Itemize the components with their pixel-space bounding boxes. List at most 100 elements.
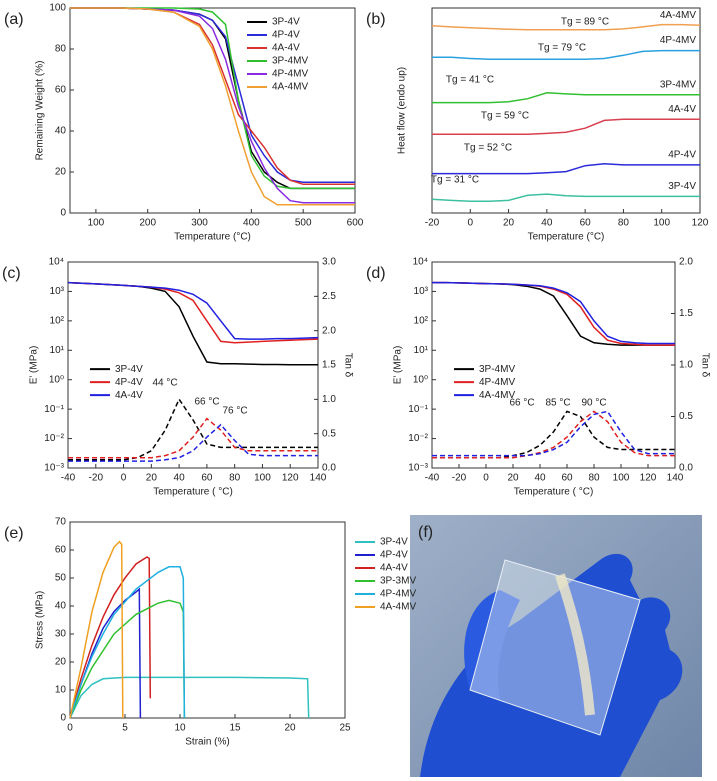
panel-label: (e) (4, 525, 24, 542)
x-tick-label: 0 (483, 473, 489, 484)
legend-label: 3P-4V (272, 17, 300, 28)
legend-label: 4P-4MV (479, 377, 515, 388)
series-line (70, 7, 355, 186)
y-tick-label: 30 (55, 629, 67, 640)
x-axis-label: Strain (%) (185, 737, 229, 748)
series-line (432, 410, 675, 459)
x-tick-label: 80 (618, 218, 630, 229)
y-tick-label: 10⁻² (408, 433, 428, 444)
legend-label: 4A-4MV (479, 390, 515, 401)
x-tick-label: 80 (229, 473, 241, 484)
annotation: Tg = 52 °C (464, 143, 512, 154)
legend-label: 4P-4MV (272, 69, 308, 80)
y-tick-label: 10¹ (414, 345, 429, 356)
x-axis-label: Temperature ( °C) (514, 487, 594, 498)
annotation: Tg = 31 °C (431, 175, 479, 186)
legend-label: 3P-4MV (660, 79, 696, 90)
series-line (432, 92, 700, 104)
y2-tick-label: 0.0 (679, 463, 693, 474)
x-tick-label: 20 (507, 473, 519, 484)
y-tick-label: 10⁻¹ (408, 404, 428, 415)
annotation: Tg = 59 °C (481, 111, 529, 122)
series-line (432, 162, 700, 175)
x-tick-label: 0 (121, 473, 127, 484)
y-tick-label: 80 (55, 44, 67, 55)
x-tick-label: 60 (561, 473, 573, 484)
panel-label: (a) (4, 11, 24, 28)
x-tick-label: 40 (541, 218, 553, 229)
legend-label: 4A-4MV (660, 10, 696, 21)
annotation: 66 °C (194, 397, 219, 408)
legend-label: 4A-4V (115, 390, 143, 401)
y-tick-label: 40 (55, 601, 67, 612)
y-tick-label: 10³ (414, 286, 429, 297)
series-line (432, 281, 675, 345)
x-tick-label: 20 (284, 723, 296, 734)
series-line (69, 587, 142, 719)
x-tick-label: 40 (534, 473, 546, 484)
y2-tick-label: 1.5 (679, 308, 693, 319)
x-tick-label: 600 (347, 218, 364, 229)
legend-label: 3P-4MV (479, 364, 515, 375)
series-line (69, 676, 310, 719)
y-tick-label: 60 (55, 85, 67, 96)
y-axis-label: E' (MPa) (393, 346, 404, 385)
legend-label: 4P-4MV (660, 35, 696, 46)
annotation: 66 °C (509, 398, 534, 409)
plot-frame (431, 7, 701, 214)
glove (420, 553, 683, 777)
x-tick-label: 100 (88, 218, 105, 229)
x-axis-label: Temperature (°C) (528, 232, 605, 243)
series-line (69, 556, 152, 719)
x-tick-label: 300 (191, 218, 208, 229)
panel-label: (c) (2, 265, 21, 282)
y2-tick-label: 1.5 (322, 360, 336, 371)
legend-label: 3P-4MV (272, 56, 308, 67)
panel-label: (f) (418, 524, 433, 541)
x-tick-label: 60 (580, 218, 592, 229)
x-tick-label: 120 (282, 473, 299, 484)
series-line (69, 540, 124, 719)
series-line (431, 193, 700, 202)
legend-label: 4P-4V (668, 150, 696, 161)
legend-label: 4P-4V (115, 377, 143, 388)
y-tick-label: 10⁰ (49, 374, 64, 385)
panel-label: (b) (366, 11, 386, 28)
x-tick-label: 0 (67, 723, 73, 734)
x-tick-label: 120 (640, 473, 657, 484)
x-tick-label: -40 (61, 473, 76, 484)
y-axis-label: E' (MPa) (29, 346, 40, 385)
y-tick-label: 10² (50, 315, 65, 326)
y2-tick-label: 2.0 (679, 257, 693, 268)
series-line (70, 7, 355, 190)
series-line (432, 410, 675, 457)
y-axis-label: Remaining Weight (%) (35, 61, 46, 161)
glove-thumb (464, 590, 520, 700)
x-tick-label: 400 (243, 218, 260, 229)
x-tick-label: 140 (667, 473, 684, 484)
film-fold (555, 573, 595, 716)
y-tick-label: 10⁴ (413, 257, 428, 268)
y-tick-label: 10⁴ (49, 257, 64, 268)
y-tick-label: 10⁻³ (44, 463, 64, 474)
y-tick-label: 0 (60, 713, 66, 724)
x-tick-label: -20 (89, 473, 104, 484)
legend-label: 3P-4V (115, 364, 143, 375)
y2-tick-label: 2.5 (322, 291, 336, 302)
y-axis-label: Stress (MPa) (35, 591, 46, 649)
y2-tick-label: 0.0 (322, 463, 336, 474)
x-axis-label: Temperature ( °C) (153, 487, 233, 498)
x-tick-label: -20 (425, 218, 440, 229)
y-axis-label: Heat flow (endo up) (397, 67, 408, 154)
x-tick-label: 20 (503, 218, 515, 229)
x-tick-label: 80 (588, 473, 600, 484)
y-tick-label: 10 (55, 685, 67, 696)
y-tick-label: 10⁰ (413, 374, 428, 385)
x-tick-label: 100 (613, 473, 630, 484)
y2-axis-label: Tan δ (699, 353, 710, 378)
series-line (67, 281, 319, 340)
x-tick-label: 100 (653, 218, 670, 229)
x-tick-label: 120 (692, 218, 709, 229)
legend-label: 4A-4MV (380, 602, 416, 613)
